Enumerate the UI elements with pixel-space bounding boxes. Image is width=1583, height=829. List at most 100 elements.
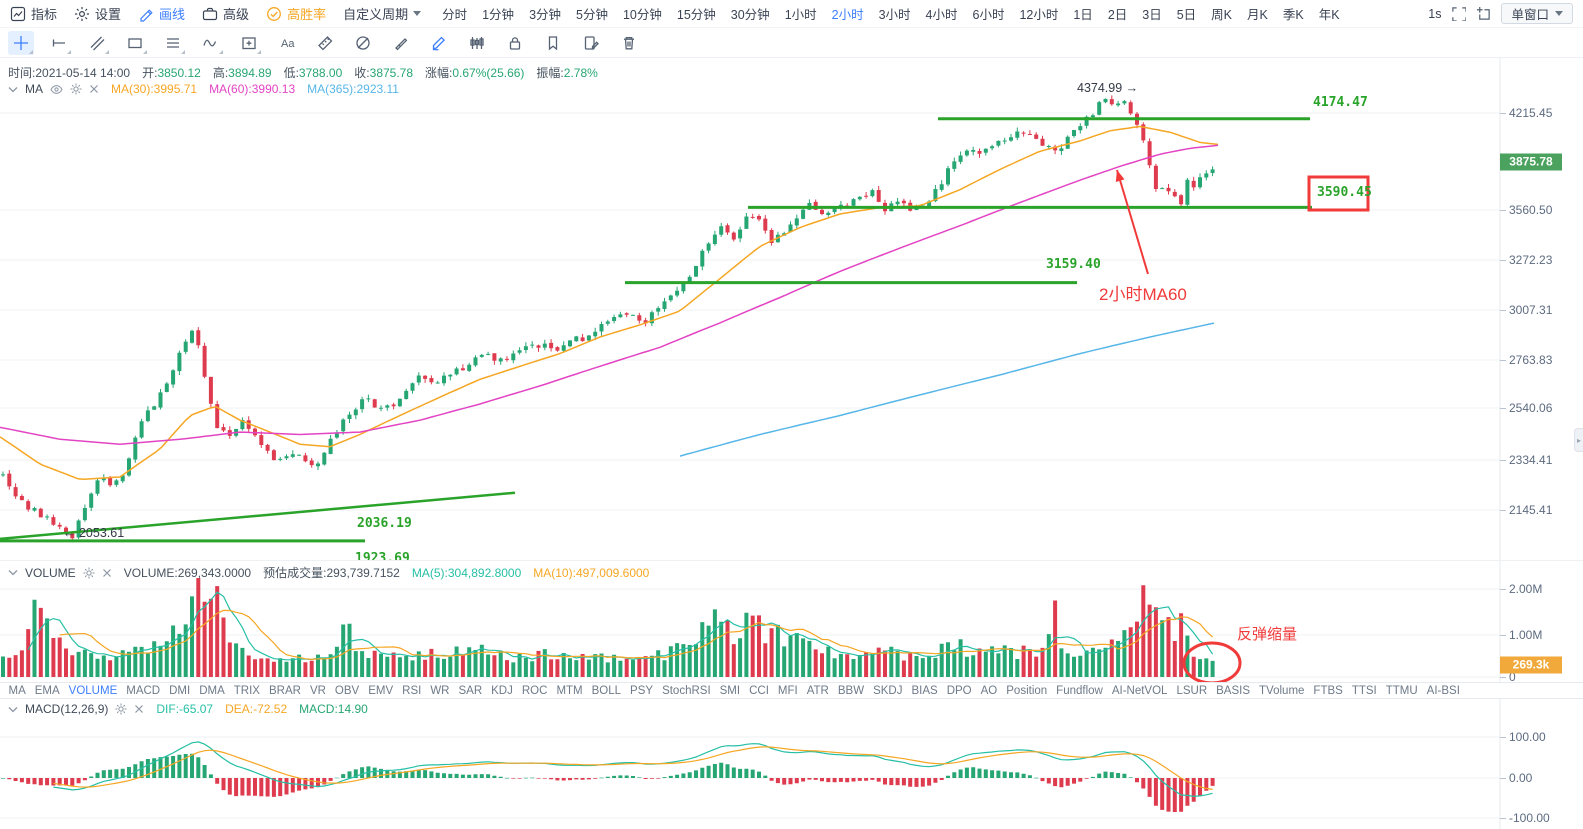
indicator-tab-EMA[interactable]: EMA	[34, 684, 60, 697]
indicator-tab-PSY[interactable]: PSY	[630, 684, 654, 697]
indicator-tab-Fundflow[interactable]: Fundflow	[1056, 684, 1103, 697]
ruler-tool-icon[interactable]	[312, 31, 338, 55]
eye-icon[interactable]	[50, 84, 63, 95]
fib-frame-tool-icon[interactable]	[236, 31, 262, 55]
wave-tool-icon[interactable]	[198, 31, 224, 55]
indicator-tab-SMI[interactable]: SMI	[719, 684, 741, 697]
gear-icon[interactable]	[115, 703, 127, 715]
timeframe-15分钟[interactable]: 15分钟	[676, 8, 716, 22]
indicator-tab-FTBS[interactable]: FTBS	[1313, 684, 1343, 697]
timeframe-季K[interactable]: 季K	[1282, 8, 1304, 22]
indicator-tab-TRIX[interactable]: TRIX	[233, 684, 260, 697]
bookmark-tool-icon[interactable]	[540, 31, 566, 55]
indicator-tab-BRAR[interactable]: BRAR	[268, 684, 301, 697]
timeframe-10分钟[interactable]: 10分钟	[622, 8, 662, 22]
timeframe-分时[interactable]: 分时	[442, 8, 468, 22]
indicator-tab-SKDJ[interactable]: SKDJ	[873, 684, 903, 697]
fullscreen-icon[interactable]	[1451, 6, 1467, 21]
trend-line-tool-icon[interactable]	[84, 31, 110, 55]
timeframe-3小时[interactable]: 3小时	[878, 8, 911, 22]
indicator-tab-AI-NetVOL[interactable]: AI-NetVOL	[1111, 684, 1168, 697]
timeframe-1分钟[interactable]: 1分钟	[482, 8, 515, 22]
timeframe-2日[interactable]: 2日	[1107, 8, 1128, 22]
timeframe-2小时[interactable]: 2小时	[831, 8, 864, 22]
close-icon[interactable]	[134, 704, 144, 714]
indicator-tab-LSUR[interactable]: LSUR	[1176, 684, 1208, 697]
menu-item-winrate[interactable]: 高胜率	[266, 4, 326, 23]
indicator-tab-BASIS[interactable]: BASIS	[1216, 684, 1251, 697]
indicator-tab-MTM[interactable]: MTM	[556, 684, 583, 697]
parallel-lines-tool-icon[interactable]	[160, 31, 186, 55]
close-icon[interactable]	[102, 568, 112, 578]
indicator-tab-AO[interactable]: AO	[980, 684, 998, 697]
timeframe-周K[interactable]: 周K	[1211, 8, 1233, 22]
rectangle-tool-icon[interactable]	[122, 31, 148, 55]
indicator-tab-ATR[interactable]: ATR	[806, 684, 829, 697]
close-icon[interactable]	[89, 84, 99, 94]
indicator-tab-MFI[interactable]: MFI	[777, 684, 798, 697]
menu-item-advanced[interactable]: 高级	[202, 4, 249, 23]
timeframe-6小时[interactable]: 6小时	[972, 8, 1005, 22]
brush-tool-icon[interactable]	[426, 31, 452, 55]
indicator-tab-TVolume[interactable]: TVolume	[1259, 684, 1305, 697]
indicator-tab-VOLUME[interactable]: VOLUME	[68, 684, 118, 697]
timeframe-3分钟[interactable]: 3分钟	[529, 8, 562, 22]
indicator-tab-RSI[interactable]: RSI	[402, 684, 422, 697]
timeframe-年K[interactable]: 年K	[1318, 8, 1340, 22]
indicator-tab-OBV[interactable]: OBV	[334, 684, 360, 697]
indicator-tab-MACD[interactable]: MACD	[126, 684, 161, 697]
indicator-tab-VR[interactable]: VR	[309, 684, 326, 697]
collapse-chevron-icon[interactable]	[8, 569, 18, 576]
collapse-chevron-icon[interactable]	[8, 706, 18, 713]
timeframe-1日[interactable]: 1日	[1073, 8, 1093, 22]
timeframe-1小时[interactable]: 1小时	[784, 8, 817, 22]
red-text-annotation[interactable]: 2小时MA60	[1099, 285, 1187, 304]
compass-tool-icon[interactable]	[350, 31, 376, 55]
timeframe-5日[interactable]: 5日	[1176, 8, 1197, 22]
horizontal-ray-tool-icon[interactable]	[46, 31, 72, 55]
collapse-drawer-handle[interactable]: ▸	[1574, 428, 1583, 452]
indicator-tab-AI-BSI[interactable]: AI-BSI	[1426, 684, 1460, 697]
timeframe-月K[interactable]: 月K	[1247, 8, 1268, 22]
menu-item-custom-period[interactable]: 自定义周期	[343, 4, 422, 23]
lock-tool-icon[interactable]	[502, 31, 528, 55]
indicator-tab-DMA[interactable]: DMA	[199, 684, 225, 697]
indicator-tab-Position[interactable]: Position	[1006, 684, 1048, 697]
indicator-tab-BOLL[interactable]: BOLL	[591, 684, 622, 697]
trend-line-drawing[interactable]	[0, 491, 516, 541]
indicator-tab-StochRSI[interactable]: StochRSI	[662, 684, 711, 697]
indicator-tab-CCI[interactable]: CCI	[749, 684, 769, 697]
indicator-tab-KDJ[interactable]: KDJ	[491, 684, 513, 697]
indicator-tab-BBW[interactable]: BBW	[837, 684, 865, 697]
timeframe-4小时[interactable]: 4小时	[925, 8, 958, 22]
crosshair-tool-icon[interactable]	[8, 30, 34, 55]
macd-chart-canvas[interactable]	[0, 699, 1583, 829]
indicator-tab-EMV[interactable]: EMV	[368, 684, 394, 697]
timeframe-5分钟[interactable]: 5分钟	[576, 8, 608, 22]
menu-item-settings[interactable]: 设置	[74, 4, 121, 23]
indicator-tab-DMI[interactable]: DMI	[169, 684, 191, 697]
indicator-tab-SAR[interactable]: SAR	[458, 684, 483, 697]
trash-tool-icon[interactable]	[616, 31, 642, 55]
indicator-tab-ROC[interactable]: ROC	[521, 684, 548, 697]
volume-red-text-annotation[interactable]: 反弹缩量	[1237, 626, 1298, 643]
menu-item-draw[interactable]: 画线	[138, 4, 185, 23]
gear-icon[interactable]	[70, 83, 82, 95]
refresh-interval[interactable]: 1s	[1428, 6, 1442, 21]
gear-icon[interactable]	[83, 567, 95, 579]
text-tool-icon[interactable]: Aa	[274, 31, 300, 55]
window-mode-button[interactable]: 单窗口	[1501, 3, 1573, 24]
indicator-tab-TTSI[interactable]: TTSI	[1351, 684, 1377, 697]
red-circle-annotation[interactable]	[1182, 641, 1242, 682]
red-highlight-box[interactable]	[1307, 175, 1370, 212]
slash-ruler-tool-icon[interactable]	[388, 31, 414, 55]
timeframe-12小时[interactable]: 12小时	[1019, 8, 1059, 22]
collapse-chevron-icon[interactable]	[8, 86, 18, 93]
timeframe-3日[interactable]: 3日	[1142, 8, 1162, 22]
indicator-tab-BIAS[interactable]: BIAS	[911, 684, 938, 697]
indicator-tab-TTMU[interactable]: TTMU	[1385, 684, 1418, 697]
indicator-tab-MA[interactable]: MA	[8, 684, 26, 697]
volume-chart-canvas[interactable]	[0, 561, 1583, 682]
menu-item-indicator[interactable]: 指标	[10, 4, 57, 23]
pattern-tool-icon[interactable]	[464, 31, 490, 55]
